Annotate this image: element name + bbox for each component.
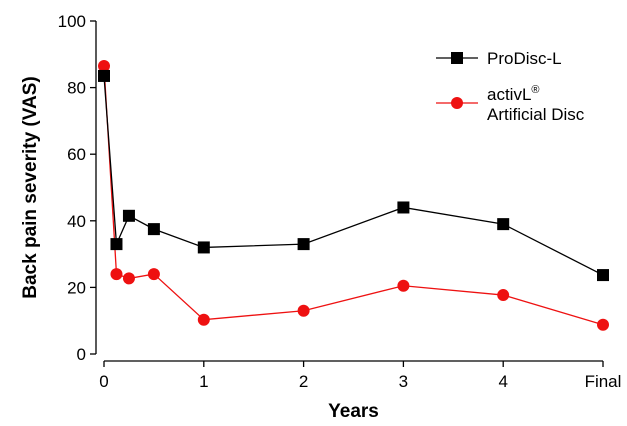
legend-item-activl: activL® Artificial Disc xyxy=(436,84,585,124)
x-tick-label: 3 xyxy=(399,372,408,391)
axes: 0 20 40 60 80 100 0 1 2 3 4 Final xyxy=(58,12,622,391)
legend-label-activl-sup: ® xyxy=(531,84,539,96)
data-point-circle xyxy=(98,59,110,72)
data-point-square xyxy=(297,238,310,251)
x-tick-label: Final xyxy=(585,372,622,391)
x-tick-label: 0 xyxy=(99,372,108,391)
x-ticks: 0 1 2 3 4 Final xyxy=(99,361,621,391)
data-point-circle xyxy=(397,279,410,292)
y-tick-label: 20 xyxy=(67,278,86,297)
series-layer xyxy=(98,59,609,331)
x-tick-label: 2 xyxy=(299,372,308,391)
y-tick-label: 80 xyxy=(67,79,86,98)
legend-marker-prodisc xyxy=(451,52,463,64)
legend-label-activl-name: activL xyxy=(487,85,531,104)
y-axis-title: Back pain severity (VAS) xyxy=(20,76,41,298)
data-point-square xyxy=(597,269,609,282)
data-point-circle xyxy=(122,272,135,285)
series-0 xyxy=(98,69,609,282)
y-tick-label: 100 xyxy=(58,12,86,31)
data-point-square xyxy=(110,238,123,251)
legend: ProDisc-L activL® Artificial Disc xyxy=(436,49,585,124)
data-point-square xyxy=(98,69,110,82)
data-point-circle xyxy=(297,304,310,317)
data-point-square xyxy=(197,241,210,254)
data-point-square xyxy=(397,201,410,214)
data-point-square xyxy=(497,218,510,231)
data-point-square xyxy=(122,209,135,222)
legend-marker-activl xyxy=(451,97,463,109)
legend-label-activl: activL® xyxy=(487,84,540,104)
data-point-circle xyxy=(597,318,609,331)
y-tick-label: 0 xyxy=(77,345,86,364)
legend-label-activl-line2: Artificial Disc xyxy=(487,105,585,124)
series-1 xyxy=(98,59,609,331)
legend-label-prodisc: ProDisc-L xyxy=(487,49,562,68)
legend-item-prodisc: ProDisc-L xyxy=(436,49,562,68)
x-tick-label: 4 xyxy=(498,372,507,391)
y-tick-label: 60 xyxy=(67,145,86,164)
data-point-circle xyxy=(497,289,510,302)
y-tick-label: 40 xyxy=(67,212,86,231)
y-ticks: 0 20 40 60 80 100 xyxy=(58,12,96,364)
x-axis-title: Years xyxy=(328,401,379,422)
data-point-square xyxy=(147,223,160,236)
data-point-circle xyxy=(197,313,210,326)
data-point-circle xyxy=(110,268,123,281)
data-point-circle xyxy=(147,268,160,281)
x-tick-label: 1 xyxy=(199,372,208,391)
